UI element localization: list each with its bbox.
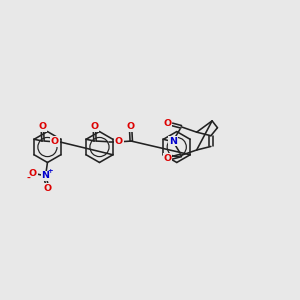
Text: N: N (41, 171, 50, 180)
Text: O: O (164, 154, 172, 163)
Text: O: O (29, 169, 37, 178)
Text: O: O (127, 122, 135, 131)
Text: N: N (169, 136, 177, 146)
Text: O: O (51, 137, 59, 146)
Text: O: O (43, 184, 51, 193)
Text: O: O (164, 119, 172, 128)
Text: O: O (115, 137, 123, 146)
Text: O: O (90, 122, 98, 131)
Text: O: O (38, 122, 46, 131)
Text: -: - (26, 173, 30, 182)
Text: +: + (47, 167, 53, 173)
